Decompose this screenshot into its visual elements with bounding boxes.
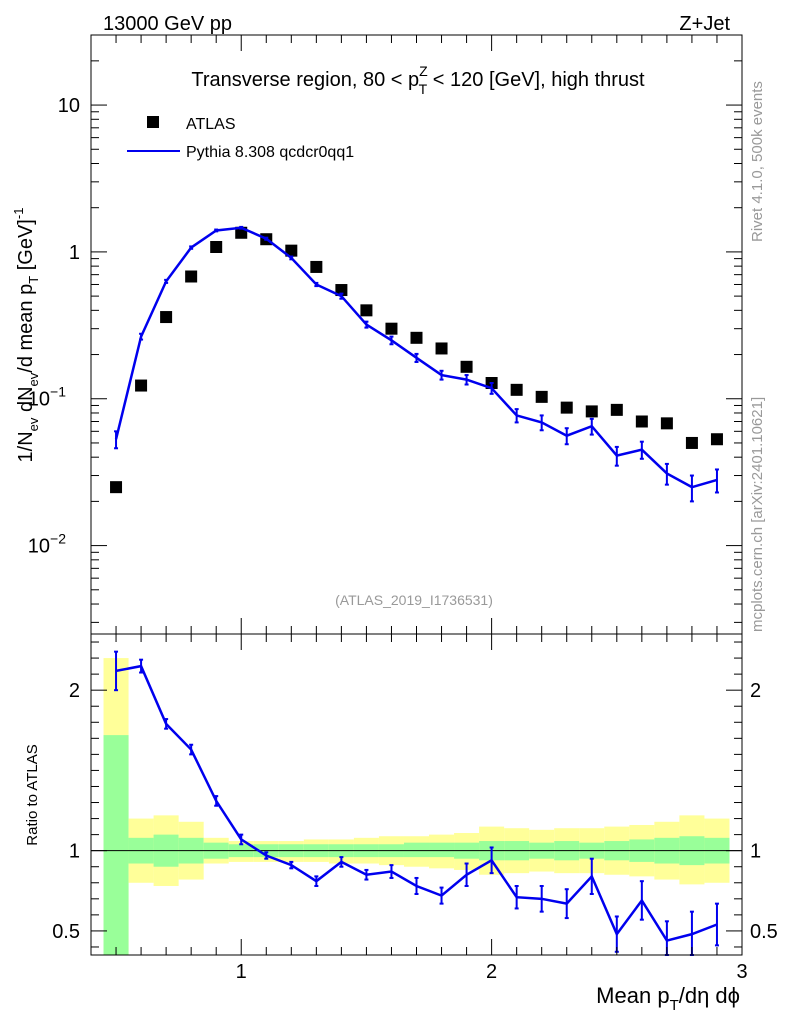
header-right: Z+Jet <box>679 13 730 35</box>
ratio-y-tick-label-right: 1 <box>750 841 761 863</box>
ratio-line <box>115 664 718 942</box>
ratio-data-layer <box>114 650 719 956</box>
atlas-data-point <box>610 403 623 416</box>
atlas-data-point <box>185 270 198 283</box>
ratio-y-tick-label: 1 <box>69 841 80 863</box>
legend-marker-atlas <box>147 116 159 128</box>
atlas-data-point <box>435 342 448 355</box>
atlas-data-point <box>385 322 398 335</box>
atlas-data-point <box>635 415 648 428</box>
ratio-y-tick-label: 2 <box>69 680 80 702</box>
atlas-data-point <box>585 405 598 418</box>
ratio-axis-ticks: 0.5 0.5 1 1 2 2 1 2 3 <box>52 634 778 983</box>
ratio-y-tick-label: 0.5 <box>52 921 80 943</box>
rivet-label: Rivet 4.1.0, 500k events <box>749 81 766 242</box>
atlas-data-point <box>310 260 323 273</box>
title-prefix: Transverse region, 80 < p <box>191 69 419 91</box>
ratio-stat-band <box>103 735 129 955</box>
title-sub: T <box>419 81 428 97</box>
header-left: 13000 GeV pp <box>103 13 232 35</box>
ratio-y-axis-label: Ratio to ATLAS <box>24 744 41 845</box>
ratio-stat-band <box>403 842 430 858</box>
ratio-uncertainty-bands <box>91 658 742 955</box>
ratio-stat-band <box>429 842 455 858</box>
x-axis-label: Mean pT/dη dϕ <box>596 983 740 1014</box>
x-tick-label: 1 <box>236 961 247 983</box>
main-data-layer <box>110 225 723 503</box>
analysis-watermark: (ATLAS_2019_I1736531) <box>335 592 493 608</box>
atlas-data-point <box>460 360 473 373</box>
atlas-data-point <box>410 331 423 344</box>
y-tick-label: 1 <box>69 242 80 264</box>
ratio-y-tick-label-right: 2 <box>750 680 761 702</box>
atlas-data-point <box>135 379 148 392</box>
main-y-axis-label: 1/Nev dNev/d mean pT [GeV]-1 <box>11 208 41 463</box>
atlas-data-point <box>360 304 373 317</box>
legend-label-pythia: Pythia 8.308 qcdcr0qq1 <box>186 144 354 161</box>
atlas-data-point <box>660 417 673 430</box>
atlas-data-point <box>335 284 348 297</box>
plot-title: Transverse region, 80 < pZ T < 120 [GeV],… <box>191 63 645 97</box>
mcplots-label: mcplots.cern.ch [arXiv:2401.10621] <box>749 397 766 632</box>
legend: ATLAS Pythia 8.308 qcdcr0qq1 <box>127 116 354 161</box>
atlas-data-point <box>560 401 573 414</box>
atlas-data-point <box>160 311 173 324</box>
atlas-data-point <box>685 436 698 449</box>
ratio-panel: 0.5 0.5 1 1 2 2 1 2 3 Ratio to ATLAS Mean pT/dη … <box>24 633 778 1014</box>
ratio-y-tick-label-right: 0.5 <box>750 921 778 943</box>
atlas-data-point <box>710 433 723 446</box>
title-sup: Z <box>419 63 428 79</box>
y-tick-label: 10−2 <box>28 531 66 558</box>
y-tick-label: 10 <box>58 95 80 117</box>
atlas-data-point <box>535 390 548 403</box>
legend-label-atlas: ATLAS <box>186 116 236 133</box>
atlas-data-point <box>110 481 123 494</box>
ratio-frame <box>90 633 743 956</box>
atlas-data-point <box>210 240 223 253</box>
atlas-data-point <box>285 244 298 257</box>
x-tick-label: 2 <box>486 961 497 983</box>
atlas-data-point <box>510 383 523 396</box>
x-tick-label: 3 <box>736 961 747 983</box>
title-suffix: < 120 [GeV], high thrust <box>427 69 645 91</box>
